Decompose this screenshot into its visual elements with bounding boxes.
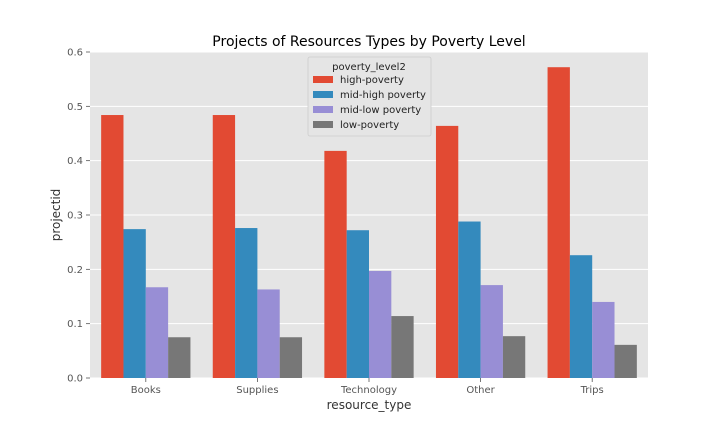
bar-low-poverty-books (168, 337, 191, 378)
legend-box (307, 56, 432, 137)
x-tick-label: Trips (580, 385, 604, 396)
x-tick-label: Supplies (236, 385, 278, 396)
y-tick-label: 0.5 (67, 102, 83, 113)
chart-title: Projects of Resources Types by Poverty L… (212, 34, 525, 50)
bar-mid-high-poverty-supplies (235, 228, 258, 378)
y-tick-label: 0.0 (67, 374, 83, 385)
legend-swatch (313, 91, 333, 98)
legend-swatch (313, 121, 333, 128)
bars (101, 67, 637, 379)
bar-mid-low-poverty-trips (592, 301, 615, 378)
bar-high-poverty-technology (324, 150, 347, 378)
x-tick-label: Books (131, 385, 161, 396)
y-axis-ticks: 0.0 0.1 0.2 0.3 0.4 0.5 0.6 (67, 48, 90, 385)
x-axis-label: resource_type (327, 398, 412, 412)
bar-mid-high-poverty-trips (569, 255, 593, 378)
bar-high-poverty-other (435, 125, 459, 378)
bar-high-poverty-books (101, 115, 124, 378)
legend: poverty_level2 high-poverty mid-high pove… (307, 56, 432, 137)
bar-mid-high-poverty-technology (346, 230, 369, 378)
x-tick-label: Other (466, 385, 495, 396)
bar-low-poverty-supplies (279, 337, 303, 378)
x-axis-ticks: Books Supplies Technology Other Trips (131, 378, 604, 396)
y-tick-label: 0.6 (67, 48, 83, 59)
legend-label: high-poverty (340, 75, 404, 86)
bar-low-poverty-trips (614, 344, 637, 378)
bar-mid-low-poverty-other (480, 285, 503, 378)
bar-mid-high-poverty-books (123, 229, 146, 378)
y-tick-label: 0.3 (67, 211, 83, 222)
legend-swatch (313, 76, 333, 83)
bar-mid-low-poverty-supplies (257, 289, 280, 378)
bar-low-poverty-other (502, 336, 526, 378)
legend-label: mid-high poverty (340, 90, 426, 101)
legend-label: low-poverty (340, 120, 399, 131)
bar-mid-low-poverty-technology (369, 270, 392, 378)
bar-mid-low-poverty-books (145, 287, 169, 378)
bar-low-poverty-technology (391, 316, 414, 378)
y-axis-label: projectid (49, 189, 63, 242)
y-tick-label: 0.2 (67, 265, 83, 276)
bar-high-poverty-supplies (212, 115, 236, 378)
x-tick-label: Technology (340, 385, 397, 396)
legend-title: poverty_level2 (332, 62, 406, 73)
bar-high-poverty-trips (547, 67, 570, 379)
legend-swatch (313, 106, 333, 113)
bar-mid-high-poverty-other (458, 221, 481, 378)
legend-label: mid-low poverty (340, 105, 421, 116)
y-tick-label: 0.1 (67, 319, 83, 330)
y-tick-label: 0.4 (67, 156, 83, 167)
